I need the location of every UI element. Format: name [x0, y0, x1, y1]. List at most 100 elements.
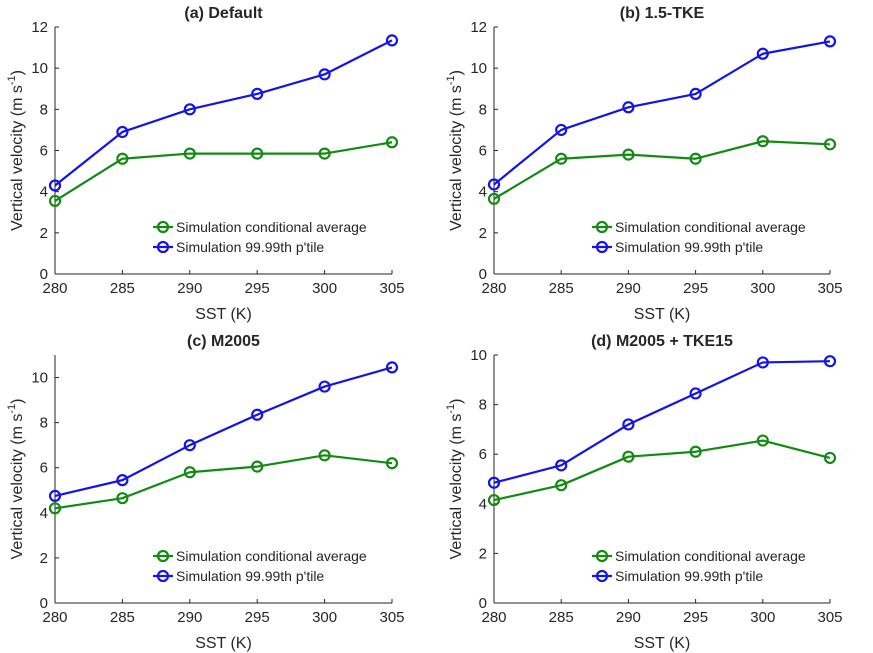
x-tick-label: 285: [110, 609, 135, 626]
data-point: [48, 194, 62, 208]
data-point: [116, 492, 129, 505]
y-tick-label: 12: [31, 19, 48, 36]
data-point: [487, 493, 501, 507]
data-point: [318, 68, 331, 81]
data-point: [689, 445, 702, 458]
x-tick-label: 300: [312, 609, 337, 626]
panel-d: 280 285 290 295 300 305 0 2 4 6 8 10 (d) M2005 + TKE…: [445, 333, 843, 652]
panel-title: (c) M2005: [187, 333, 260, 350]
data-point: [385, 361, 399, 374]
y-tick-label: 10: [31, 60, 48, 77]
y-axis-label: Vertical velocity (m s-1): [445, 70, 465, 231]
legend-label: Simulation conditional average: [176, 219, 367, 235]
x-tick-label: 305: [379, 280, 404, 297]
data-point: [183, 466, 196, 479]
panel-a: 280 285 290 295 300 305 0 2 4 6 8 10 12 (a) Default SS…: [6, 5, 405, 323]
panel-title: (b) 1.5-TKE: [620, 5, 705, 22]
data-point: [251, 147, 264, 160]
legend-label: Simulation 99.99th p'tile: [615, 239, 763, 255]
data-point: [689, 152, 702, 165]
y-axis-label-end: ): [9, 399, 26, 404]
data-point: [756, 47, 769, 60]
data-point: [622, 148, 635, 161]
data-point: [555, 152, 568, 165]
legend-marker: [595, 569, 609, 583]
y-tick-label: 10: [470, 60, 487, 77]
x-tick-label: 285: [110, 280, 135, 297]
data-point: [385, 34, 399, 47]
data-point: [555, 123, 568, 137]
y-axis-label-end: ): [9, 70, 26, 75]
y-axis-label-main: Vertical velocity (m s: [9, 85, 26, 231]
legend: Simulation conditional average Simulation…: [592, 219, 806, 255]
x-tick-label: 290: [177, 609, 202, 626]
data-point: [183, 439, 196, 452]
x-tick-label: 290: [616, 280, 641, 297]
data-point: [487, 476, 501, 489]
panel-b: 280 285 290 295 300 305 0 2 4 6 8 10 12 (b) 1.5-TKE SS…: [445, 5, 843, 323]
y-tick-label: 6: [40, 460, 48, 477]
data-point: [318, 449, 331, 462]
y-axis-label: Vertical velocity (m s-1): [445, 399, 465, 560]
data-point: [622, 418, 635, 431]
y-tick-label: 0: [479, 266, 487, 283]
y-axis-label-sup: -1: [445, 404, 457, 414]
y-tick-label: 0: [479, 595, 487, 612]
data-point: [385, 136, 399, 149]
legend-marker: [595, 240, 609, 254]
y-tick-label: 2: [40, 550, 48, 567]
data-point: [116, 152, 129, 165]
y-axis-label-main: Vertical velocity (m s: [448, 85, 465, 231]
legend-marker: [156, 549, 170, 563]
y-tick-label: 6: [479, 143, 487, 160]
series-line-percentile: [493, 360, 831, 484]
y-tick-label: 8: [479, 397, 487, 414]
series-line-conditional-average: [493, 140, 831, 200]
data-point: [823, 138, 837, 151]
y-tick-label: 8: [40, 415, 48, 432]
data-point: [183, 147, 196, 160]
data-point: [689, 387, 702, 400]
series-line-conditional-average: [493, 439, 831, 502]
data-point: [318, 380, 331, 393]
legend-marker: [595, 549, 609, 563]
y-tick-label: 2: [479, 545, 487, 562]
data-point: [555, 479, 568, 492]
x-tick-label: 295: [683, 609, 708, 626]
y-tick-label: 0: [40, 595, 48, 612]
legend: Simulation conditional average Simulation…: [153, 219, 367, 255]
y-tick-label: 12: [470, 19, 487, 36]
series-line-percentile: [54, 366, 393, 497]
data-point: [487, 178, 501, 191]
series-line-conditional-average: [54, 454, 393, 510]
legend-label: Simulation conditional average: [615, 548, 806, 564]
x-tick-label: 290: [616, 609, 641, 626]
x-tick-label: 300: [750, 280, 775, 297]
y-tick-label: 8: [40, 101, 48, 118]
y-axis-label: Vertical velocity (m s-1): [6, 70, 26, 231]
y-tick-label: 6: [40, 143, 48, 160]
legend-marker: [156, 569, 170, 583]
y-axis-label-sup: -1: [445, 75, 457, 85]
x-axis-label: SST (K): [634, 635, 691, 652]
data-point: [251, 87, 264, 100]
data-point: [823, 35, 837, 48]
series-line-percentile: [54, 39, 393, 187]
x-tick-label: 295: [245, 609, 270, 626]
data-point: [318, 147, 331, 160]
data-point: [622, 450, 635, 463]
data-point: [487, 192, 501, 205]
x-tick-label: 295: [245, 280, 270, 297]
data-point: [116, 125, 129, 139]
legend-label: Simulation conditional average: [615, 219, 806, 235]
y-tick-label: 6: [479, 446, 487, 463]
y-tick-label: 4: [479, 496, 487, 513]
data-point: [183, 103, 196, 116]
data-point: [756, 356, 769, 369]
x-axis-label: SST (K): [634, 306, 691, 323]
y-tick-label: 8: [479, 101, 487, 118]
x-tick-label: 280: [481, 609, 506, 626]
data-point: [622, 101, 635, 114]
y-axis-label-main: Vertical velocity (m s: [9, 414, 26, 560]
